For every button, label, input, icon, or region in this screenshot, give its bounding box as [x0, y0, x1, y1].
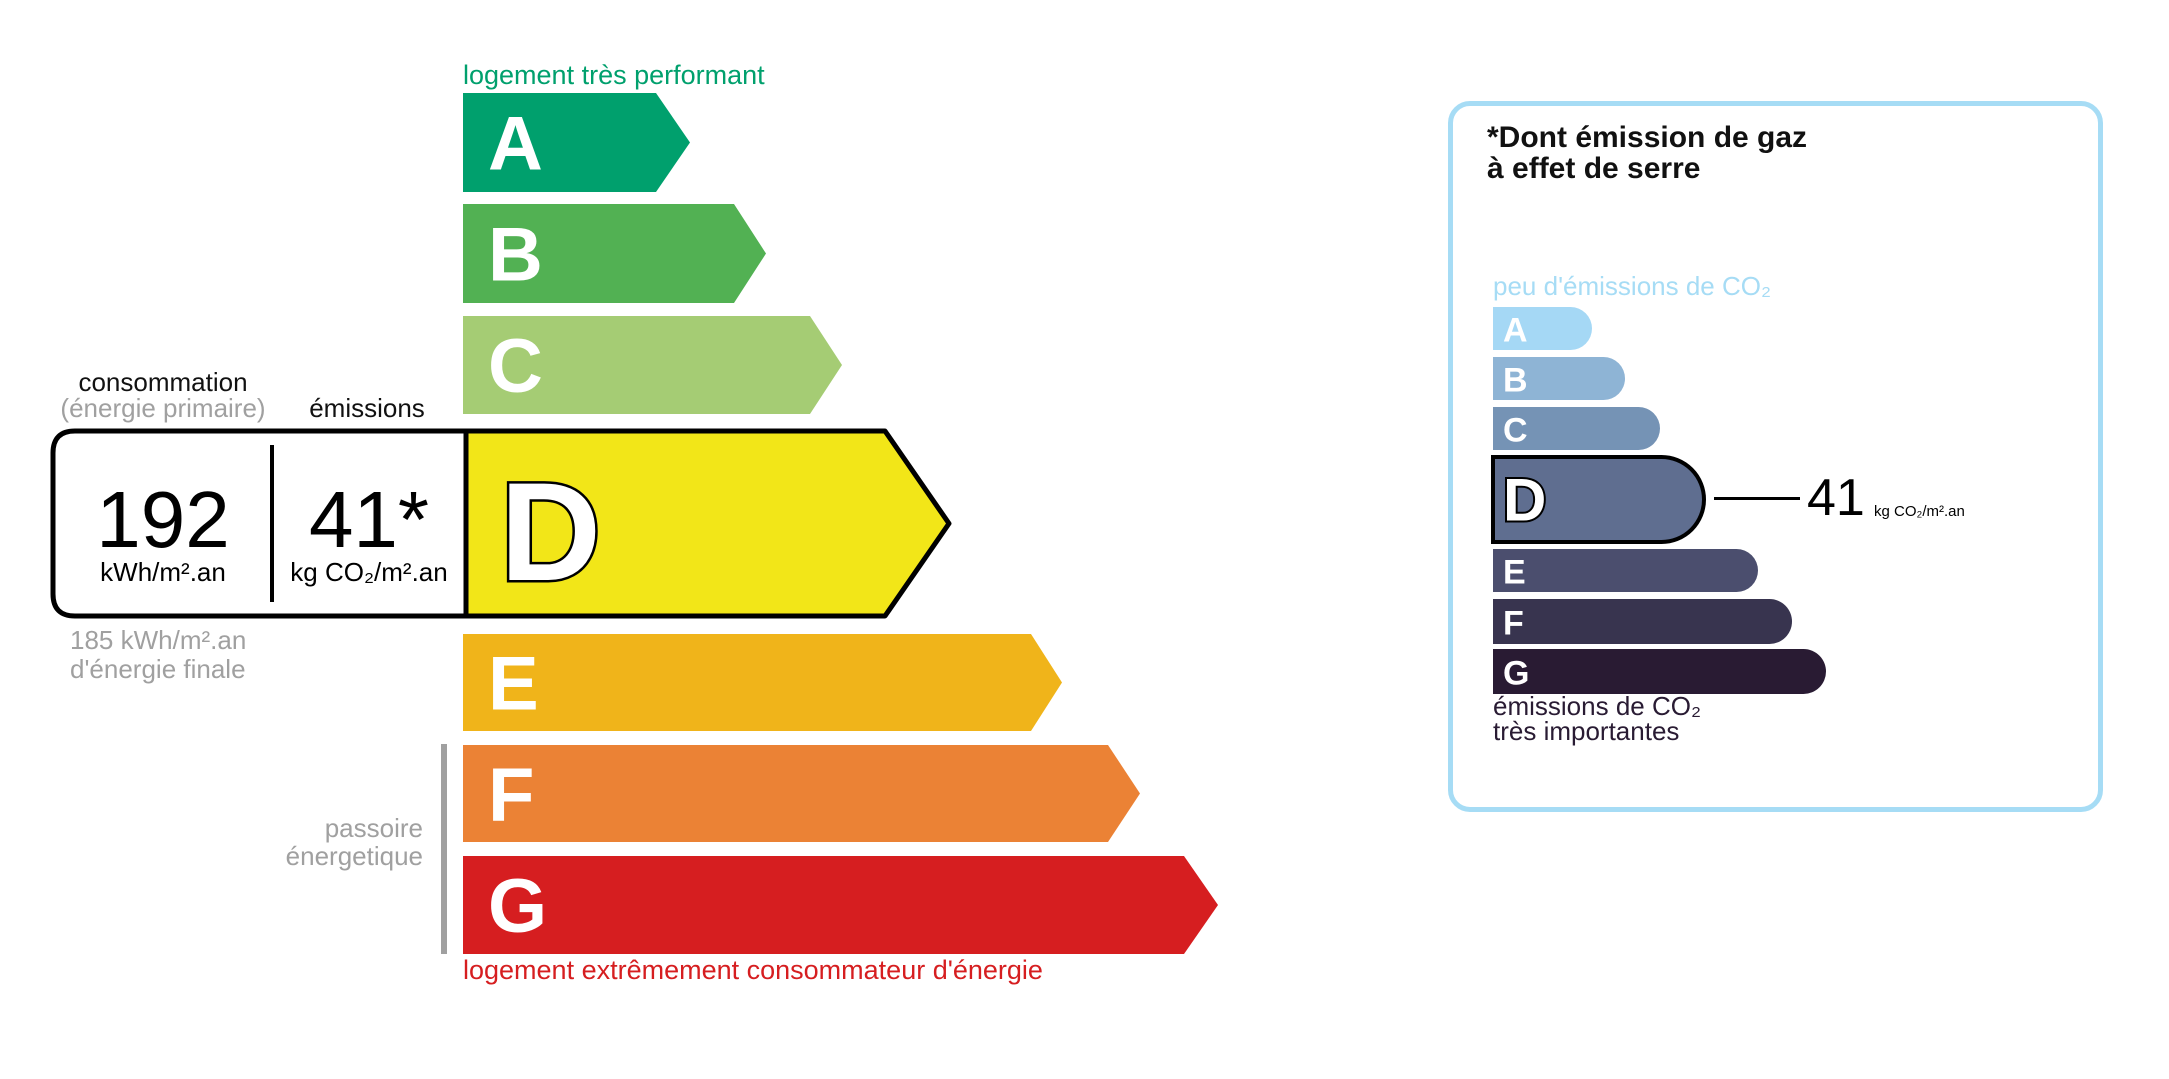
energy-letter-f: F — [488, 753, 534, 838]
ghg-title: *Dont émission de gaz à effet de serre — [1487, 122, 1807, 184]
passoire-bracket — [441, 744, 447, 954]
top-label: logement très performant — [463, 60, 765, 90]
consumption-header: consommation — [78, 367, 248, 397]
emissions-unit: kg CO₂/m².an — [290, 557, 448, 587]
ghg-top-label: peu d'émissions de CO₂ — [1493, 271, 1772, 301]
energy-letter-e: E — [488, 642, 539, 727]
ghg-bottom-label-line2: très importantes — [1493, 716, 1680, 746]
ghg-letter-e: E — [1503, 554, 1526, 592]
ghg-letter-d: D — [1503, 467, 1546, 534]
energy-bar-f — [463, 745, 1140, 842]
energy-bar-g — [463, 856, 1218, 954]
ghg-bar-c — [1493, 407, 1660, 450]
ghg-bar-e — [1493, 549, 1758, 592]
ghg-bar-f — [1493, 599, 1793, 644]
ghg-title-line1: *Dont émission de gaz — [1487, 121, 1808, 154]
ghg-letter-g: G — [1503, 655, 1529, 693]
value-box — [50, 428, 469, 619]
ghg-title-line2: à effet de serre — [1487, 152, 1701, 185]
ghg-bar-b — [1493, 357, 1625, 400]
ghg-unit: kg CO₂/m².an — [1874, 503, 1965, 520]
bottom-label: logement extrêmement consommateur d'éner… — [463, 955, 1043, 985]
passoire-label-line2: énergetique — [285, 841, 423, 871]
energy-bar-b — [463, 204, 766, 303]
ghg-bar-g — [1493, 649, 1826, 694]
ghg-letter-c: C — [1503, 412, 1528, 450]
ghg-bottom-label: émissions de CO₂ très importantes — [1493, 691, 1702, 746]
consumption-value: 192 — [96, 475, 230, 564]
passoire-label: passoire énergetique — [286, 814, 423, 870]
energy-letter-c: C — [488, 324, 543, 409]
ghg-letter-f: F — [1503, 605, 1524, 643]
consumption-subheader: (énergie primaire) — [60, 393, 266, 423]
energy-letter-d: D — [500, 453, 601, 610]
consumption-unit: kWh/m².an — [100, 557, 226, 587]
passoire-label-line1: passoire — [324, 813, 423, 843]
ghg-bottom-label-line1: émissions de CO₂ — [1493, 691, 1702, 721]
final-energy-label: d'énergie finale — [70, 654, 246, 684]
ghg-bar-a — [1493, 307, 1592, 350]
ghg-bar-d-current — [1491, 455, 1706, 544]
ghg-value: 41 — [1807, 469, 1865, 527]
final-energy-value: 185 kWh/m².an — [70, 625, 247, 655]
energy-bar-a — [463, 93, 690, 192]
ghg-panel — [1448, 101, 2103, 812]
ghg-letter-b: B — [1503, 362, 1528, 400]
energy-letter-b: B — [488, 213, 543, 298]
energy-letter-a: A — [488, 102, 543, 187]
ghg-pointer-line — [1714, 497, 1800, 500]
emissions-value: 41* — [308, 475, 430, 564]
ghg-letter-a: A — [1503, 312, 1528, 350]
energy-bar-c — [463, 316, 842, 414]
energy-bar-e — [463, 634, 1062, 731]
emissions-header: émissions — [309, 393, 425, 423]
energy-letter-g: G — [488, 864, 547, 949]
